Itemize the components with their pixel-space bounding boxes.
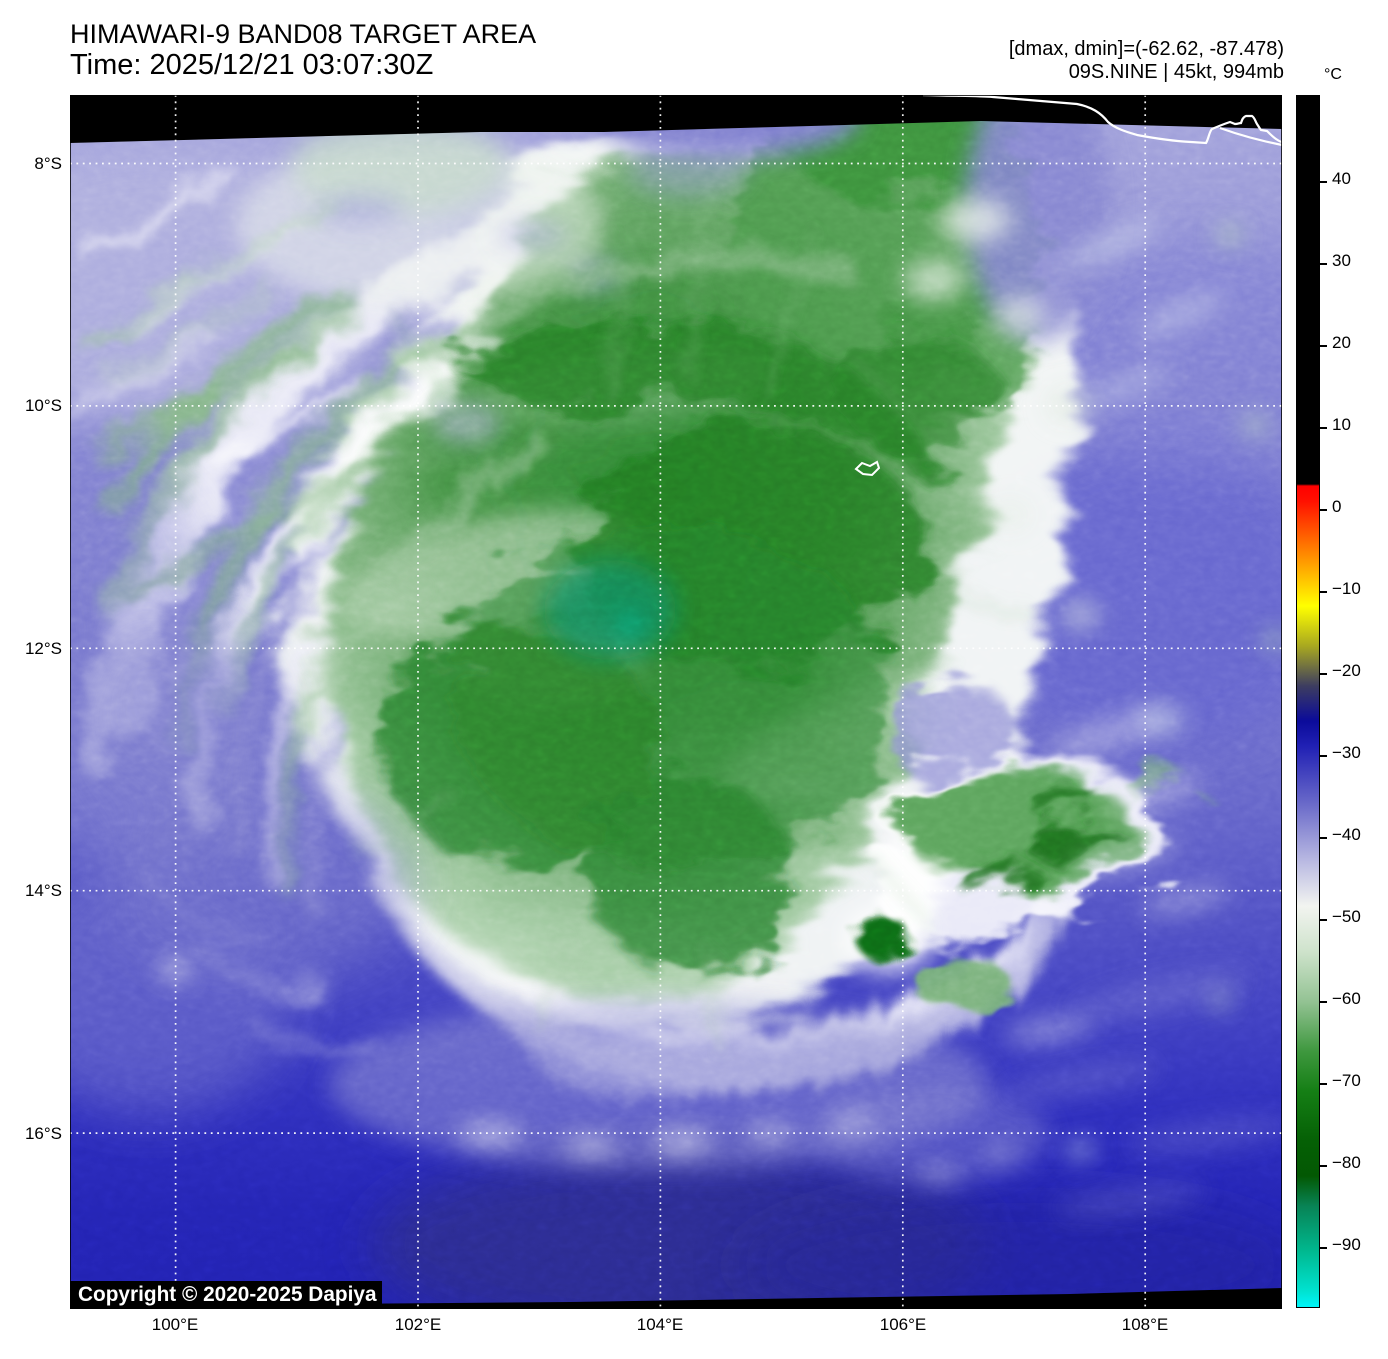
svg-text:Copyright © 2020-2025 Dapiya: Copyright © 2020-2025 Dapiya bbox=[78, 1283, 377, 1306]
